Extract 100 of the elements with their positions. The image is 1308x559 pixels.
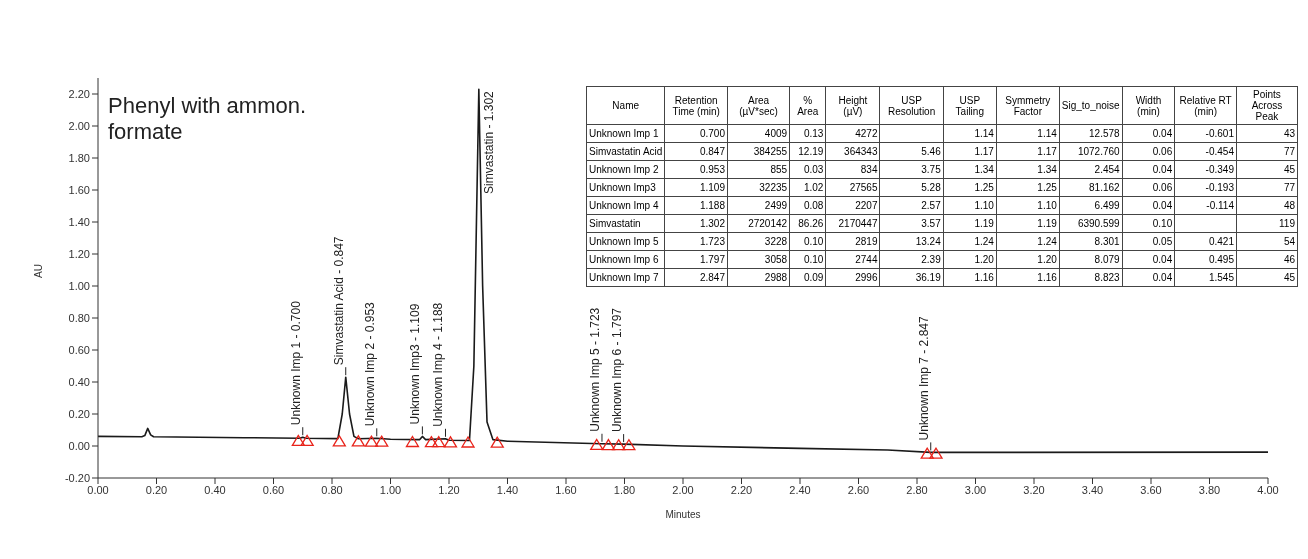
- category-label: Relative RT (min): [1174, 86, 1237, 125]
- x-tick-label: 2.60: [847, 483, 870, 496]
- x-tick-label: 2.80: [906, 483, 928, 496]
- text: 1.19: [974, 218, 994, 229]
- x-tick-label: 3.00: [964, 483, 987, 496]
- x-axis-title: Minutes: [665, 509, 701, 520]
- text: 0.495: [1208, 254, 1234, 265]
- text: 77: [1283, 182, 1295, 193]
- text: 32235: [759, 182, 788, 193]
- text: 119: [1279, 218, 1295, 229]
- text: -0.349: [1205, 164, 1234, 175]
- text: Unknown Imp 5: [589, 236, 659, 247]
- category-label: Points Across Peak: [1236, 86, 1298, 125]
- text: 45: [1283, 164, 1295, 175]
- text: 27565: [849, 182, 878, 193]
- y-tick-label: 1.80: [68, 151, 90, 164]
- annotation: Unknown Imp 2 - 0.953: [362, 301, 377, 427]
- text: 1.34: [1037, 164, 1057, 175]
- text: 1.17: [1037, 146, 1057, 157]
- x-tick-label: 3.20: [1023, 483, 1045, 496]
- text: 6.499: [1094, 200, 1120, 211]
- category-label: % Area: [789, 86, 826, 125]
- text: 2170447: [838, 218, 878, 229]
- text: 2988: [764, 272, 788, 283]
- text: 1.16: [974, 272, 994, 283]
- text: 2499: [764, 200, 788, 211]
- text: 2744: [855, 254, 878, 265]
- text: 1.20: [974, 254, 994, 265]
- y-tick-label: 1.60: [68, 183, 90, 196]
- text: 5.46: [921, 146, 941, 157]
- y-tick-label: 0.20: [68, 407, 90, 420]
- text: 1.34: [974, 164, 994, 175]
- text: 8.079: [1094, 254, 1120, 265]
- text: Phenyl with ammon. formate: [108, 93, 308, 145]
- text: 364343: [844, 146, 878, 157]
- category-label: Name: [586, 86, 665, 125]
- x-tick-label: 3.40: [1081, 483, 1104, 496]
- annotation: Unknown Imp 7 - 2.847: [916, 316, 931, 441]
- text: 6390.599: [1077, 218, 1120, 229]
- text: 1.302: [699, 218, 725, 229]
- text: 1.20: [1037, 254, 1057, 265]
- text: Unknown Imp 4: [589, 200, 659, 211]
- text: 0.04: [1152, 128, 1173, 139]
- category-label: USP Tailing: [943, 86, 997, 125]
- y-tick-label: 1.40: [68, 215, 90, 228]
- text: 1.16: [1037, 272, 1057, 283]
- x-tick-label: 0.60: [262, 483, 285, 496]
- y-tick-label: -0.20: [64, 471, 90, 484]
- x-tick-label: 1.60: [555, 483, 577, 496]
- text: Unknown Imp3: [589, 182, 656, 193]
- text: 3228: [764, 236, 788, 247]
- text: 3058: [764, 254, 788, 265]
- text: Unknown Imp 2: [589, 164, 659, 175]
- text: 13.24: [915, 236, 941, 247]
- annotation: Simvastatin - 1.302: [481, 90, 496, 194]
- text: 36.19: [915, 272, 941, 283]
- text: 2.39: [921, 254, 941, 265]
- x-tick-label: 2.20: [730, 483, 753, 496]
- text: Unknown Imp 1: [589, 128, 659, 139]
- annotation: Unknown Imp 6 - 1.797: [609, 307, 624, 433]
- text: 0.10: [1152, 218, 1173, 229]
- text: 1.24: [974, 236, 994, 247]
- text: 3.57: [921, 218, 941, 229]
- text: 1.723: [699, 236, 725, 247]
- text: 0.953: [699, 164, 725, 175]
- text: 0.10: [803, 236, 824, 247]
- text: 1.109: [699, 182, 725, 193]
- y-axis-title: AU: [32, 264, 44, 278]
- x-tick-label: 0.80: [321, 483, 343, 496]
- y-tick-label: 1.00: [68, 279, 90, 292]
- text: 48: [1283, 200, 1295, 211]
- text: 0.03: [803, 164, 824, 175]
- text: 4272: [855, 128, 878, 139]
- text: 1.24: [1037, 236, 1057, 247]
- y-tick-label: 1.20: [68, 247, 90, 260]
- text: 1.797: [699, 254, 725, 265]
- text: -0.114: [1206, 200, 1234, 211]
- text: 855: [770, 164, 788, 175]
- y-tick-label: 0.60: [68, 343, 90, 356]
- text: 0.421: [1208, 236, 1234, 247]
- y-tick-label: 0.80: [68, 311, 90, 324]
- text: 384255: [753, 146, 788, 157]
- text: 45: [1283, 272, 1295, 283]
- text: 0.04: [1152, 254, 1173, 265]
- x-tick-label: 2.40: [789, 483, 811, 496]
- annotation: Unknown Imp 1 - 0.700: [288, 300, 303, 426]
- text: 0.08: [803, 200, 824, 211]
- x-tick-label: 1.00: [379, 483, 402, 496]
- text: 1.14: [1037, 128, 1057, 139]
- text: 1.17: [974, 146, 994, 157]
- category-label: USP Resolution: [879, 86, 944, 125]
- x-tick-label: 0.40: [204, 483, 226, 496]
- text: 1.02: [803, 182, 824, 193]
- text: 5.28: [921, 182, 941, 193]
- text: 0.847: [699, 146, 725, 157]
- y-tick-label: 2.20: [68, 87, 90, 100]
- text: 1.188: [699, 200, 725, 211]
- x-tick-label: 3.60: [1140, 483, 1162, 496]
- text: -0.454: [1205, 146, 1234, 157]
- text: 0.04: [1152, 272, 1173, 283]
